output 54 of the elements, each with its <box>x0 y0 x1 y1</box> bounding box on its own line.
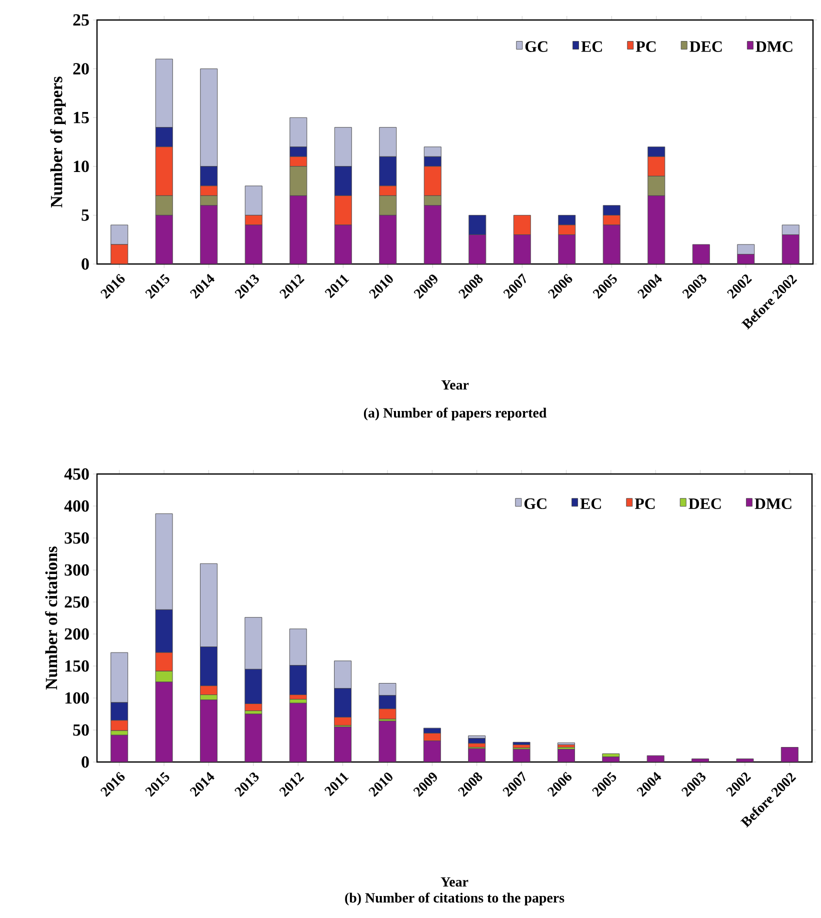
bar <box>780 747 798 762</box>
y-axis-title: Number of citations <box>45 546 58 690</box>
legend-label: DEC <box>688 498 721 510</box>
legend-label: PC <box>636 41 656 52</box>
y-tick-label: 250 <box>64 596 89 608</box>
y-tick-label: 100 <box>65 692 89 704</box>
bar <box>110 244 128 264</box>
legend-label: PC <box>634 498 655 510</box>
bar <box>558 214 576 226</box>
y-axis-title: Number of papers <box>50 76 66 208</box>
y-tick-label: 200 <box>64 628 89 640</box>
bar <box>602 205 620 216</box>
bar <box>513 214 531 235</box>
y-tick-label: 0 <box>82 258 89 270</box>
bar <box>379 186 397 196</box>
bar <box>110 734 128 762</box>
bar <box>648 156 666 176</box>
y-tick-label: 25 <box>73 14 89 26</box>
legend-label: DMC <box>754 498 792 510</box>
legend-label: DMC <box>756 41 792 52</box>
bar <box>557 748 575 762</box>
y-tick-label: 400 <box>64 500 89 512</box>
legend-label: GC <box>524 498 546 510</box>
bar <box>646 755 664 762</box>
bar <box>692 758 710 762</box>
bar <box>602 756 620 762</box>
y-tick-label: 15 <box>74 112 89 124</box>
text: (a) Number of papers reported <box>364 408 547 420</box>
x-axis-title: Year <box>440 877 468 887</box>
bar <box>244 714 262 762</box>
bar <box>736 758 754 762</box>
bar <box>424 166 442 196</box>
legend-label: EC <box>580 498 601 510</box>
y-tick-label: 50 <box>73 724 89 736</box>
x-axis-title: Year <box>441 380 469 390</box>
y-tick-label: 20 <box>73 63 89 75</box>
bar <box>289 702 307 762</box>
bar <box>155 146 173 196</box>
bar <box>334 195 352 226</box>
y-tick-label: 300 <box>64 564 89 576</box>
y-tick-label: 10 <box>74 160 89 172</box>
y-tick-label: 5 <box>82 210 89 221</box>
bar <box>692 244 710 264</box>
y-tick-label: 450 <box>64 468 89 480</box>
bar <box>200 186 218 196</box>
legend-label: EC <box>581 41 602 52</box>
y-tick-label: 350 <box>64 532 89 544</box>
bar <box>244 186 262 216</box>
legend-label: DEC <box>690 41 722 52</box>
y-tick-label: 150 <box>65 660 89 672</box>
text: (b) Number of citations to the papers <box>345 892 564 906</box>
y-tick-label: 0 <box>82 756 89 768</box>
legend-label: GC <box>525 41 548 52</box>
bar <box>512 748 530 762</box>
